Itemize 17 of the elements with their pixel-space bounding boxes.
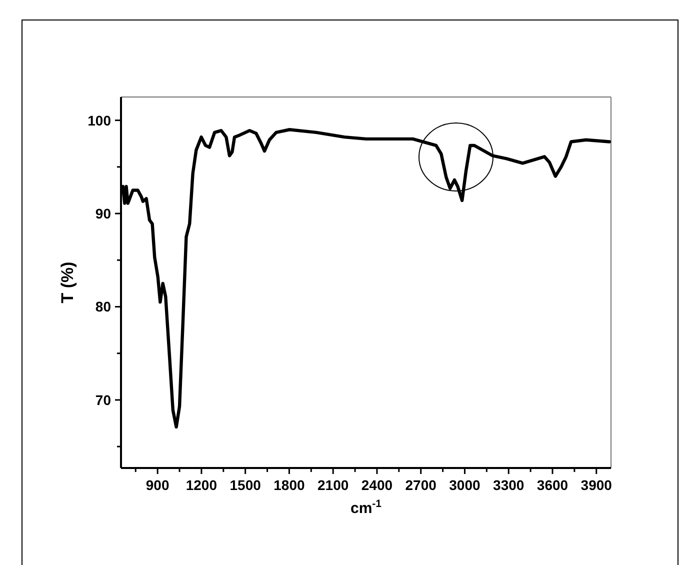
y-tick-label: 100 [88,112,112,128]
x-tick-label: 3000 [449,477,481,493]
y-tick-label: 70 [95,392,112,408]
x-tick-label: 3300 [493,477,524,493]
x-tick-label: 2100 [318,477,349,493]
x-tick-label: 2700 [405,477,437,493]
y-tick-label: 80 [95,298,112,315]
x-tick-label: 1500 [230,477,262,493]
x-axis-title: cm$^{-1}$ [350,498,382,517]
x-tick-label: 3900 [580,477,612,493]
x-tick-label: 2400 [361,477,393,493]
y-tick-label: 90 [95,206,112,222]
y-axis-title: T (%) [58,262,77,304]
x-tick-label: 900 [146,477,170,493]
x-tick-label: 1200 [186,477,218,493]
x-tick-label: 3600 [536,477,568,493]
x-tick-label: 1800 [274,477,305,493]
